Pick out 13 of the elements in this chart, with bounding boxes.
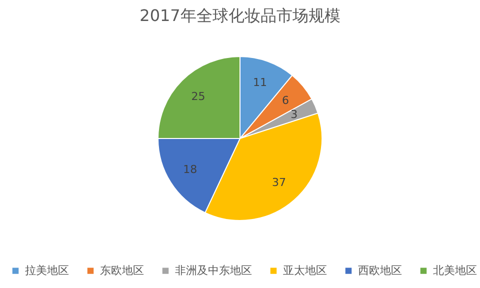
data-label: 37: [272, 176, 286, 189]
data-label: 3: [290, 108, 298, 122]
legend-label: 北美地区: [433, 264, 477, 277]
data-label: 18: [183, 163, 198, 176]
legend-label: 西欧地区: [358, 264, 402, 277]
data-label: 11: [253, 76, 267, 89]
legend-label: 拉美地区: [25, 264, 69, 277]
data-label: 6: [282, 94, 289, 107]
data-label: 25: [191, 90, 206, 103]
legend-label: 亚太地区: [283, 264, 327, 277]
legend-label: 非洲及中东地区: [175, 264, 252, 277]
chart-title: 2017年全球化妆品市场规模: [140, 6, 340, 25]
legend-label: 东欧地区: [100, 264, 144, 277]
